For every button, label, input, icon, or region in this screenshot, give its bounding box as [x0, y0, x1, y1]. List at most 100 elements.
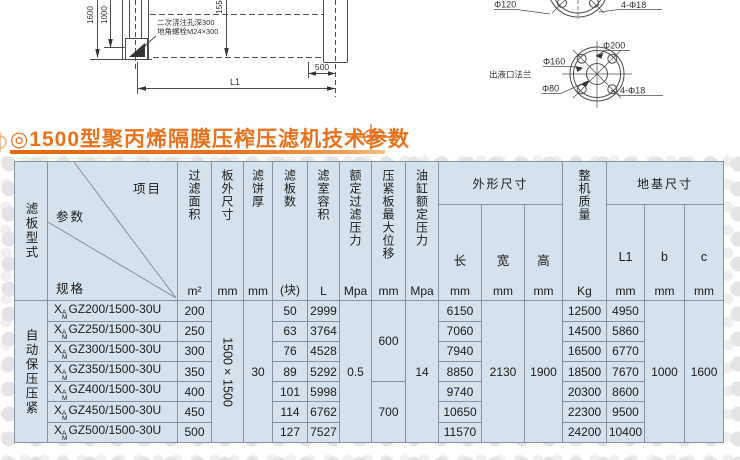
header-l1: L1 mm	[606, 204, 646, 302]
length-cell: 11570	[438, 421, 482, 444]
model-number: GZ350/1500-30U	[68, 362, 162, 377]
header-cylinder-pressure: 油缸额定压力 Mpa	[405, 160, 439, 302]
length-cell: 10650	[438, 401, 482, 423]
corner-diagonal-lines	[48, 162, 176, 298]
model-cell: X A M GZ250/1500-30U	[47, 320, 178, 342]
length-cell: 8850	[438, 361, 482, 383]
chamber-volume-cell: 5998	[307, 381, 340, 403]
table-row: X A M GZ300/1500-30U 300 76 4528 7940 16500…	[15, 340, 724, 363]
header-press-plate-travel: 压紧板最大位移 mm	[371, 160, 406, 302]
corner-param-label: 参数	[56, 210, 86, 224]
cake-thickness-unit: mm	[248, 284, 268, 299]
length-cell: 7940	[438, 340, 482, 363]
dim-l1: L1	[230, 77, 240, 87]
chamber-volume-label: 滤室容积	[316, 169, 330, 221]
b-label: b	[661, 250, 668, 265]
dim-500: 500	[315, 62, 329, 72]
area-cell: 500	[177, 421, 212, 444]
length-label: 长	[453, 254, 467, 269]
header-filter-area: 过滤面积 m²	[177, 160, 212, 302]
l1-cell: 6770	[606, 340, 646, 363]
header-plate-count: 滤板数 (块)	[272, 160, 308, 302]
flange-outlet-dia80: Φ80	[542, 84, 559, 94]
dimension-texts: 1600 1000 155 500 L1 二次浇注孔深300 地角螺栓M24×3…	[86, 0, 329, 87]
filter-area-unit: m²	[187, 284, 202, 299]
plate-type-label: 滤板型式	[23, 202, 38, 261]
b-cell: 1000	[644, 300, 686, 443]
b-unit: mm	[654, 284, 675, 299]
flange-outlet-dia200: Φ200	[603, 41, 625, 51]
row-group-label: 自动保压压紧	[23, 328, 38, 416]
table-row: 自动保压压紧 X A M GZ200/1500-30U 200 1500×1500 3…	[14, 300, 725, 443]
header-b: b mm	[644, 204, 686, 302]
plate-count-cell: 50	[272, 300, 308, 322]
chamber-volume-cell: 4528	[307, 340, 340, 363]
flange-outlet-holes: 4-Φ18	[620, 86, 645, 96]
plate-count-cell: 89	[272, 361, 308, 383]
flange-outlet-dia160: Φ160	[543, 57, 565, 67]
corner-spec-label: 规格	[56, 282, 86, 297]
model-number: GZ200/1500-30U	[68, 301, 162, 316]
model-cell: X A M GZ350/1500-30U	[47, 361, 178, 383]
weight-cell: 24200	[562, 421, 608, 444]
weight-cell: 22300	[562, 401, 608, 423]
travel-cell-700: 700	[371, 381, 406, 443]
header-foundation-group: 地基尺寸	[606, 160, 725, 206]
header-plate-type: 滤板型式	[14, 160, 48, 302]
header-machine-weight: 整机质量 Kg	[562, 160, 608, 302]
area-cell: 350	[177, 361, 212, 383]
flange-outlet-texts: Φ200 Φ160 Φ80 4-Φ18 出液口法兰	[489, 41, 645, 96]
header-height: 高 mm	[523, 204, 564, 302]
flange-top-holes: 4-Φ18	[621, 0, 646, 10]
flange-top-texts: Φ120 4-Φ18	[494, 0, 646, 10]
chamber-volume-unit: L	[320, 284, 327, 299]
model-number: GZ300/1500-30U	[68, 341, 162, 356]
dimension-arrows	[95, 39, 336, 91]
area-cell: 300	[177, 340, 212, 363]
flange-outlet-lines	[542, 41, 663, 108]
model-number: GZ250/1500-30U	[68, 321, 162, 336]
area-cell: 450	[177, 401, 212, 423]
model-number: GZ500/1500-30U	[68, 422, 162, 437]
table-row: X A M GZ350/1500-30U 350 89 5292 8850 18500…	[15, 361, 724, 383]
title-underline	[10, 150, 385, 154]
corner-item-label: 项目	[132, 182, 162, 196]
model-cell: X A M GZ300/1500-30U	[47, 340, 178, 363]
model-number: GZ450/1500-30U	[68, 402, 162, 417]
plate-count-unit: (块)	[280, 283, 300, 298]
dim-1600: 1600	[86, 6, 95, 24]
header-outline-group: 外形尺寸	[437, 160, 564, 206]
header-corner-cell: 项目 参数 规格	[47, 160, 178, 302]
cake-thickness-label: 滤饼厚	[250, 169, 265, 208]
length-cell: 7060	[438, 320, 482, 342]
cylinder-pressure-cell: 14	[405, 300, 439, 443]
l1-unit: mm	[615, 284, 636, 299]
weight-cell: 14500	[562, 320, 608, 342]
foundation-lines	[90, 0, 348, 97]
width-label: 宽	[496, 254, 510, 269]
height-unit: mm	[533, 284, 554, 299]
cylinder-pressure-unit: Mpa	[410, 284, 434, 299]
area-cell: 400	[177, 381, 212, 403]
header-plate-size: 板外尺寸 mm	[211, 160, 244, 302]
model-prefix: X	[54, 301, 63, 316]
chamber-volume-cell: 2999	[307, 300, 340, 322]
area-cell: 250	[177, 320, 212, 342]
row-group-cell: 自动保压压紧	[14, 300, 48, 443]
header-width: 宽 mm	[481, 204, 525, 302]
header-rated-pressure: 额定过滤压力 Mpa	[339, 160, 372, 302]
plate-count-cell: 76	[272, 340, 308, 363]
flange-top-dia: Φ120	[494, 0, 516, 10]
model-cell: X A M GZ400/1500-30U	[47, 381, 178, 403]
travel-cell-600: 600	[371, 300, 406, 383]
rated-pressure-cell: 0.5	[339, 300, 372, 443]
callout-line2: 地角螺栓M24×300	[157, 26, 218, 36]
model-cell: X A M GZ500/1500-30U	[47, 421, 178, 444]
length-unit: mm	[450, 284, 470, 299]
plate-size-value: 1500×1500	[220, 336, 235, 407]
plate-count-cell: 127	[272, 421, 308, 444]
weight-cell: 20300	[562, 381, 608, 403]
height-cell: 1900	[523, 300, 564, 443]
rated-pressure-unit: Mpa	[343, 284, 368, 299]
chamber-volume-cell: 6762	[307, 401, 340, 423]
